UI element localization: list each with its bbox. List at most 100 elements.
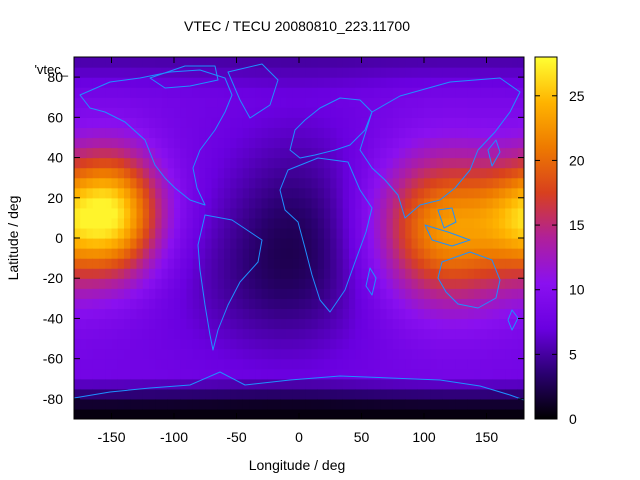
heatmap-cell [92,67,100,78]
heatmap-cell [305,298,313,309]
heatmap-cell [236,248,244,259]
heatmap-cell [180,268,188,279]
heatmap-cell [180,137,188,149]
heatmap-cell [80,197,88,209]
heatmap-cell [499,358,506,370]
heatmap-cell [186,348,194,360]
heatmap-cell [336,318,344,330]
heatmap-cell [436,177,444,189]
heatmap-cell [286,268,294,279]
heatmap-cell [167,117,175,128]
heatmap-cell [399,117,406,128]
heatmap-cell [111,298,119,309]
heatmap-cell [455,308,463,320]
heatmap-cell [442,87,450,98]
heatmap-cell [424,298,431,309]
heatmap-cell [399,207,406,219]
heatmap-cell [324,378,331,390]
heatmap-cell [224,368,231,380]
heatmap-cell [430,238,438,249]
heatmap-cell [349,87,356,98]
heatmap-cell [461,368,469,380]
heatmap-cell [124,77,131,88]
heatmap-cell [305,238,313,249]
heatmap-cell [286,117,294,128]
heatmap-cell [230,167,238,179]
heatmap-cell [211,217,219,229]
heatmap-cell [186,87,194,98]
heatmap-cell [274,308,281,320]
heatmap-cell [167,288,175,299]
heatmap-cell [199,57,206,68]
heatmap-cell [299,97,306,108]
heatmap-cell [236,388,244,400]
heatmap-cell [430,187,438,199]
heatmap-cell [130,308,138,320]
heatmap-cell [392,67,400,78]
heatmap-cell [286,87,294,98]
heatmap-cell [405,127,413,139]
heatmap-cell [499,288,506,299]
heatmap-cell [317,368,325,380]
heatmap-cell [224,248,231,259]
heatmap-cell [124,398,131,410]
heatmap-cell [336,227,344,239]
heatmap-cell [461,97,469,108]
heatmap-cell [117,127,125,139]
heatmap-cell [499,278,506,289]
heatmap-cell [355,217,363,229]
heatmap-cell [380,137,388,149]
heatmap-cell [230,298,238,309]
heatmap-cell [342,157,350,169]
heatmap-cell [286,358,294,370]
heatmap-cell [305,127,313,139]
heatmap-cell [249,217,256,229]
heatmap-cell [392,167,400,179]
heatmap-cell [436,298,444,309]
heatmap-cell [205,147,213,159]
heatmap-cell [505,77,513,88]
heatmap-cell [117,318,125,330]
heatmap-cell [242,248,250,259]
heatmap-cell [355,187,363,199]
heatmap-cell [430,308,438,320]
heatmap-cell [167,207,175,219]
heatmap-cell [380,177,388,189]
heatmap-cell [130,338,138,350]
heatmap-cell [374,217,381,229]
heatmap-cell [286,248,294,259]
heatmap-cell [211,288,219,299]
heatmap-cell [486,147,494,159]
heatmap-cell [461,227,469,239]
heatmap-cell [380,187,388,199]
heatmap-cell [224,107,231,118]
heatmap-cell [305,217,313,229]
heatmap-cell [492,57,500,68]
heatmap-cell [480,288,488,299]
heatmap-cell [280,348,288,360]
heatmap-cell [480,268,488,279]
heatmap-cell [480,238,488,249]
heatmap-cell [205,217,213,229]
heatmap-cell [99,408,106,419]
heatmap-cell [455,167,463,179]
heatmap-cell [467,278,475,289]
heatmap-cell [105,358,113,370]
heatmap-cell [361,147,369,159]
heatmap-cell [317,398,325,410]
heatmap-cell [86,227,94,239]
heatmap-cell [99,227,106,239]
heatmap-cell [336,137,344,149]
heatmap-cell [236,288,244,299]
heatmap-cell [349,398,356,410]
heatmap-cell [155,217,163,229]
heatmap-cell [467,217,475,229]
heatmap-cell [217,207,225,219]
heatmap-cell [517,177,524,189]
heatmap-cell [367,97,375,108]
heatmap-cell [455,187,463,199]
heatmap-cell [211,107,219,118]
heatmap-cell [261,298,269,309]
heatmap-cell [449,338,456,350]
heatmap-cell [305,167,313,179]
